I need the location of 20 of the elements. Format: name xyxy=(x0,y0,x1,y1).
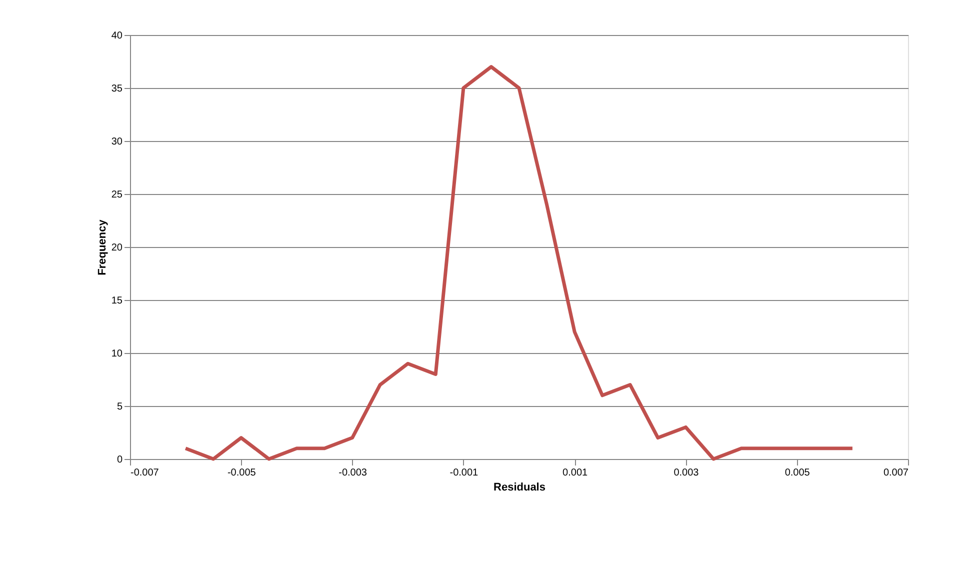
y-tick-label: 30 xyxy=(111,136,123,148)
x-tick-label: -0.005 xyxy=(227,468,256,478)
y-tick-label: 40 xyxy=(111,30,123,42)
y-tick-label: 0 xyxy=(116,454,123,466)
y-axis-title: Frequency xyxy=(96,218,108,276)
x-tick-label: 0.001 xyxy=(562,468,588,478)
y-tick-label: 25 xyxy=(111,190,123,200)
x-tick-label: 0.005 xyxy=(784,468,810,478)
x-tick-label: -0.003 xyxy=(338,468,368,478)
x-tick-label: 0.007 xyxy=(883,468,909,478)
x-tick-label: -0.007 xyxy=(130,468,160,478)
y-tick-label: 35 xyxy=(111,84,123,94)
line-series xyxy=(184,65,854,461)
y-tick-label: 10 xyxy=(111,348,123,360)
y-tick-label: 20 xyxy=(111,242,123,254)
y-tick-label: 5 xyxy=(116,402,123,412)
x-tick-label: 0.003 xyxy=(674,468,700,478)
x-axis-title: Residuals xyxy=(494,482,546,494)
y-tick-label: 15 xyxy=(111,296,123,306)
x-tick-label: -0.001 xyxy=(450,468,479,478)
